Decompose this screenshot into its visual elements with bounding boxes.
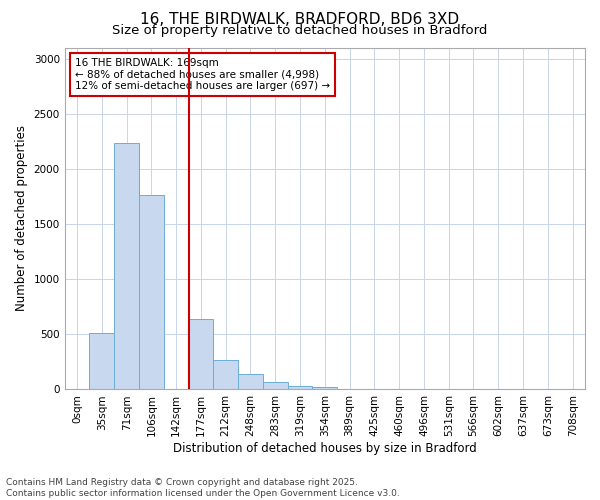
Bar <box>263 382 287 390</box>
Bar <box>313 388 337 390</box>
Bar <box>114 144 139 390</box>
X-axis label: Distribution of detached houses by size in Bradford: Distribution of detached houses by size … <box>173 442 477 455</box>
Bar <box>188 320 214 390</box>
Bar <box>139 196 164 390</box>
Text: Contains HM Land Registry data © Crown copyright and database right 2025.
Contai: Contains HM Land Registry data © Crown c… <box>6 478 400 498</box>
Text: 16 THE BIRDWALK: 169sqm
← 88% of detached houses are smaller (4,998)
12% of semi: 16 THE BIRDWALK: 169sqm ← 88% of detache… <box>75 58 330 91</box>
Y-axis label: Number of detached properties: Number of detached properties <box>15 126 28 312</box>
Text: 16, THE BIRDWALK, BRADFORD, BD6 3XD: 16, THE BIRDWALK, BRADFORD, BD6 3XD <box>140 12 460 28</box>
Text: Size of property relative to detached houses in Bradford: Size of property relative to detached ho… <box>112 24 488 37</box>
Bar <box>287 386 313 390</box>
Bar <box>214 360 238 390</box>
Bar <box>89 333 114 390</box>
Bar <box>238 374 263 390</box>
